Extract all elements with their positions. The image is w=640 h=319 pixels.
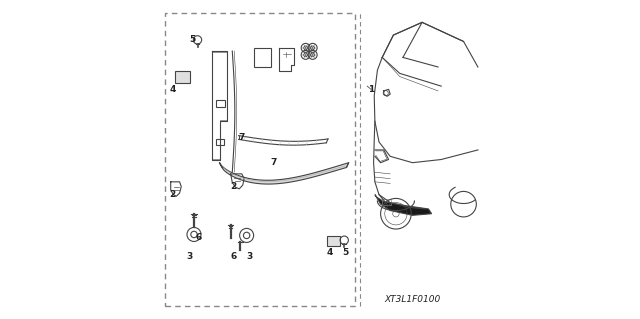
Text: XT3L1F0100: XT3L1F0100 (385, 295, 440, 304)
Text: 3: 3 (246, 252, 253, 261)
Bar (175, 71, 190, 83)
Text: 2: 2 (170, 190, 176, 199)
Text: 7: 7 (271, 158, 277, 167)
Text: 2: 2 (231, 182, 237, 191)
Text: 3: 3 (186, 252, 193, 261)
Text: 6: 6 (231, 252, 237, 261)
Text: 5: 5 (342, 248, 349, 256)
Bar (216, 139, 224, 145)
Text: 5: 5 (189, 35, 196, 44)
Bar (382, 199, 391, 205)
Text: 1: 1 (368, 85, 374, 94)
Bar (253, 48, 271, 67)
Text: 4: 4 (326, 248, 333, 256)
Polygon shape (375, 195, 431, 215)
Bar (216, 100, 225, 107)
Text: 4: 4 (170, 85, 176, 94)
Bar (327, 236, 340, 246)
Polygon shape (220, 163, 349, 184)
Text: 6: 6 (196, 233, 202, 242)
Text: 7: 7 (239, 133, 245, 142)
Bar (165, 13, 355, 306)
